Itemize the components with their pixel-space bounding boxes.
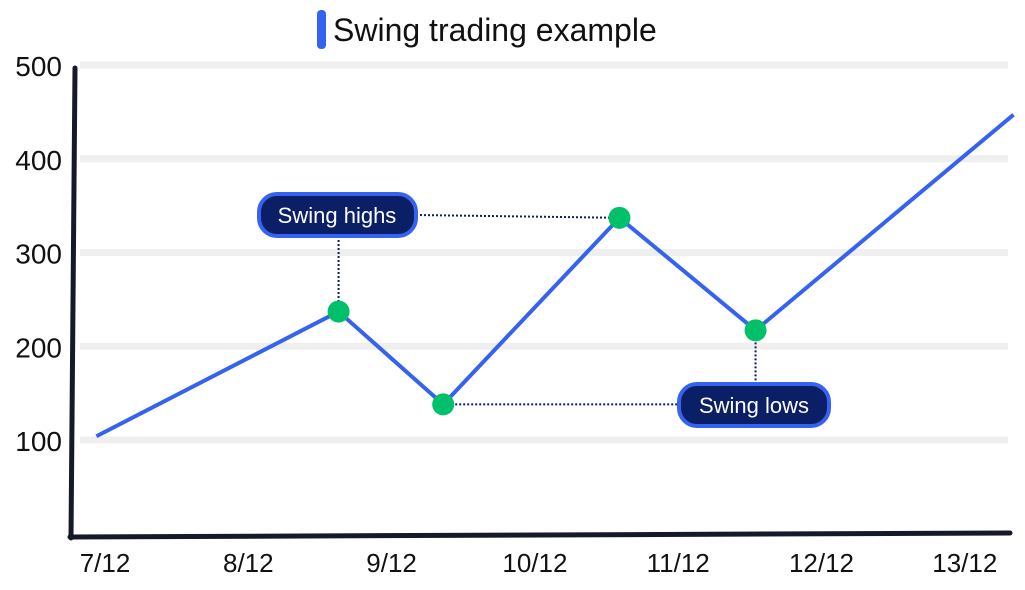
y-tick-label: 300	[15, 239, 62, 270]
chart-title: Swing trading example	[333, 12, 657, 48]
swing-low-point	[432, 393, 455, 416]
swing-high-point	[608, 206, 631, 229]
y-tick-label: 100	[15, 426, 62, 457]
x-tick-label: 13/12	[932, 548, 997, 578]
x-tick-label: 9/12	[366, 548, 417, 578]
swing-low-point	[744, 319, 767, 342]
swing-high-guide	[415, 214, 620, 219]
y-tick-label: 500	[15, 51, 62, 82]
swing-lows-label: Swing lows	[699, 393, 809, 418]
swing-highs-label: Swing highs	[278, 203, 397, 228]
y-tick-label: 400	[15, 145, 62, 176]
swing-highs-label-box	[257, 192, 418, 238]
x-tick-label: 10/12	[502, 548, 567, 578]
swing-lows-label-box	[677, 382, 831, 428]
swing-high-point	[327, 300, 350, 323]
x-tick-label: 7/12	[80, 548, 131, 578]
y-axis	[68, 65, 78, 541]
x-tick-label: 8/12	[223, 548, 274, 578]
title-legend-marker	[317, 10, 326, 49]
x-axis	[67, 530, 1013, 540]
x-tick-label: 12/12	[789, 548, 854, 578]
x-tick-label: 11/12	[647, 548, 710, 578]
y-tick-label: 200	[15, 332, 62, 363]
price-line	[95, 113, 1015, 439]
